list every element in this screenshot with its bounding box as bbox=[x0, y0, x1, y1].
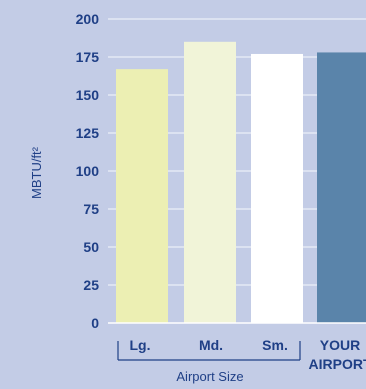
x-category-label-2: Sm. bbox=[262, 337, 288, 353]
y-tick-label-50: 50 bbox=[83, 239, 99, 255]
y-tick-label-0: 0 bbox=[91, 315, 99, 331]
x-category-label-3: YOUR AIRPORT bbox=[309, 337, 366, 372]
x-category-labels: Lg. Md. Sm. YOUR AIRPORT bbox=[130, 337, 366, 372]
y-tick-label-100: 100 bbox=[76, 163, 100, 179]
y-tick-label-150: 150 bbox=[76, 87, 100, 103]
x-axis-label: Airport Size bbox=[176, 369, 243, 384]
bar-sm bbox=[251, 53, 303, 324]
y-tick-label-175: 175 bbox=[76, 49, 100, 65]
bars bbox=[108, 41, 366, 324]
y-tick-label-125: 125 bbox=[76, 125, 100, 141]
y-tick-labels: 0 25 50 75 100 125 150 175 200 bbox=[76, 11, 100, 331]
y-tick-label-75: 75 bbox=[83, 201, 99, 217]
y-tick-label-25: 25 bbox=[83, 277, 99, 293]
x-axis-bracket bbox=[117, 341, 301, 361]
bar-your-airport bbox=[317, 52, 366, 323]
bar-md bbox=[184, 41, 236, 324]
y-axis-label: MBTU/ft² bbox=[29, 146, 44, 199]
x-category-label-1: Md. bbox=[199, 337, 223, 353]
y-tick-label-200: 200 bbox=[76, 11, 100, 27]
x-category-label-0: Lg. bbox=[130, 337, 151, 353]
bar-lg bbox=[116, 69, 168, 323]
